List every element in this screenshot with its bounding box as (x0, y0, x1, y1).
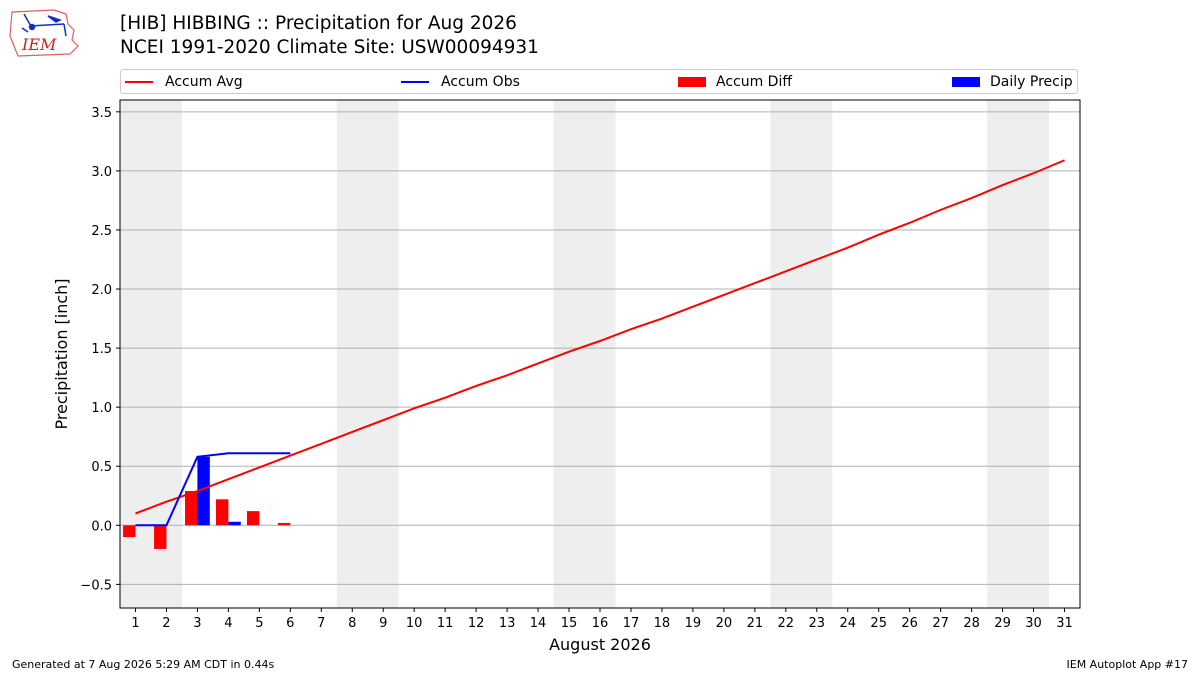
title-line-1: [HIB] HIBBING :: Precipitation for Aug 2… (120, 13, 517, 34)
y-tick-label-5: 2.0 (91, 283, 112, 298)
accum-diff-bar-2 (154, 525, 167, 549)
legend-label-accum-obs: Accum Obs (441, 73, 520, 90)
x-tick-label-6: 7 (317, 616, 325, 631)
legend-swatch-accum-avg (125, 80, 153, 83)
accum-avg-line (135, 159, 1065, 515)
x-tick-label-17: 18 (654, 616, 671, 631)
weekend-bands (120, 100, 1050, 608)
y-tick-label-1: 0.0 (91, 519, 112, 534)
footer-app: IEM Autoplot App #17 (1066, 658, 1189, 671)
weekend-band-2 (553, 100, 616, 608)
y-axis-ticks: −0.5 0.0 0.5 1.0 1.5 2.0 2.5 3.0 3.5 (80, 106, 120, 593)
footer-generated: Generated at 7 Aug 2026 5:29 AM CDT in 0… (12, 658, 275, 671)
accum-diff-bar-5 (246, 511, 260, 526)
x-tick-label-11: 12 (468, 616, 485, 631)
x-tick-label-24: 25 (870, 616, 887, 631)
chart-title: [HIB] HIBBING :: Precipitation for Aug 2… (120, 12, 539, 60)
x-tick-label-22: 23 (809, 616, 826, 631)
bars (123, 456, 291, 549)
iem-logo: IEM (9, 9, 79, 57)
legend-label-daily-precip: Daily Precip (990, 73, 1073, 90)
x-tick-label-12: 13 (499, 616, 516, 631)
x-tick-label-29: 30 (1025, 616, 1042, 631)
legend: Accum Avg Accum Obs Accum Diff Daily Pre… (120, 69, 1078, 94)
accum-diff-bar-1 (123, 525, 136, 538)
legend-swatch-daily-precip (952, 76, 980, 87)
plot-frame (119, 99, 1081, 609)
x-tick-label-1: 2 (162, 616, 170, 631)
x-tick-label-10: 11 (437, 616, 454, 631)
weekend-band-0 (120, 100, 182, 608)
x-tick-label-16: 17 (623, 616, 640, 631)
x-tick-label-18: 19 (685, 616, 702, 631)
x-tick-label-30: 31 (1056, 616, 1073, 631)
x-tick-label-0: 1 (131, 616, 139, 631)
logo-text: IEM (21, 35, 57, 54)
legend-item-daily-precip: Daily Precip (952, 70, 1073, 93)
x-tick-label-4: 5 (255, 616, 263, 631)
x-tick-label-3: 4 (224, 616, 232, 631)
x-tick-label-2: 3 (193, 616, 201, 631)
legend-label-accum-diff: Accum Diff (716, 73, 793, 90)
x-tick-label-20: 21 (747, 616, 764, 631)
legend-item-accum-avg: Accum Avg (125, 70, 243, 93)
x-tick-label-19: 20 (716, 616, 733, 631)
x-tick-label-9: 10 (406, 616, 423, 631)
legend-swatch-accum-diff (678, 76, 706, 87)
title-line-2: NCEI 1991-2020 Climate Site: USW00094931 (120, 37, 539, 58)
accum-diff-bar-3 (185, 491, 198, 526)
accum-diff-bar-4 (216, 499, 229, 526)
legend-swatch-accum-obs (401, 80, 429, 83)
y-tick-label-8: 3.5 (91, 106, 112, 121)
weekend-band-1 (336, 100, 399, 608)
y-gridlines (120, 111, 1080, 585)
x-tick-label-28: 29 (994, 616, 1011, 631)
x-tick-label-23: 24 (839, 616, 856, 631)
x-tick-label-21: 22 (778, 616, 795, 631)
x-tick-label-26: 27 (932, 616, 949, 631)
legend-label-accum-avg: Accum Avg (165, 73, 243, 90)
y-axis-label: Precipitation [inch] (52, 278, 71, 429)
y-tick-label-6: 2.5 (91, 224, 112, 239)
legend-item-accum-diff: Accum Diff (678, 70, 792, 93)
y-tick-label-4: 1.5 (91, 342, 112, 357)
accum-obs-line (135, 452, 291, 527)
x-tick-label-15: 16 (592, 616, 609, 631)
weekend-band-4 (987, 100, 1050, 608)
x-tick-label-7: 8 (348, 616, 356, 631)
y-tick-label-7: 3.0 (91, 165, 112, 180)
y-tick-label-3: 1.0 (91, 401, 112, 416)
daily-precip-bar-4 (228, 521, 241, 526)
y-tick-label-2: 0.5 (91, 460, 112, 475)
x-tick-label-5: 6 (286, 616, 294, 631)
y-tick-label-0: −0.5 (80, 578, 112, 593)
x-tick-label-13: 14 (530, 616, 547, 631)
x-axis-label: August 2026 (549, 635, 651, 654)
daily-precip-bar-3 (197, 456, 210, 526)
x-tick-label-8: 9 (379, 616, 387, 631)
accum-diff-bar-6 (277, 522, 291, 526)
series-lines (135, 159, 1065, 527)
legend-item-accum-obs: Accum Obs (401, 70, 520, 93)
x-tick-label-27: 28 (963, 616, 980, 631)
x-tick-label-25: 26 (901, 616, 918, 631)
x-tick-label-14: 15 (561, 616, 578, 631)
x-axis-ticks: 1 2 3 4 5 6 7 8 9 10 11 12 13 14 15 16 17 18 19 20 21 22 23 24 2… (131, 608, 1073, 631)
weekend-band-3 (770, 100, 833, 608)
